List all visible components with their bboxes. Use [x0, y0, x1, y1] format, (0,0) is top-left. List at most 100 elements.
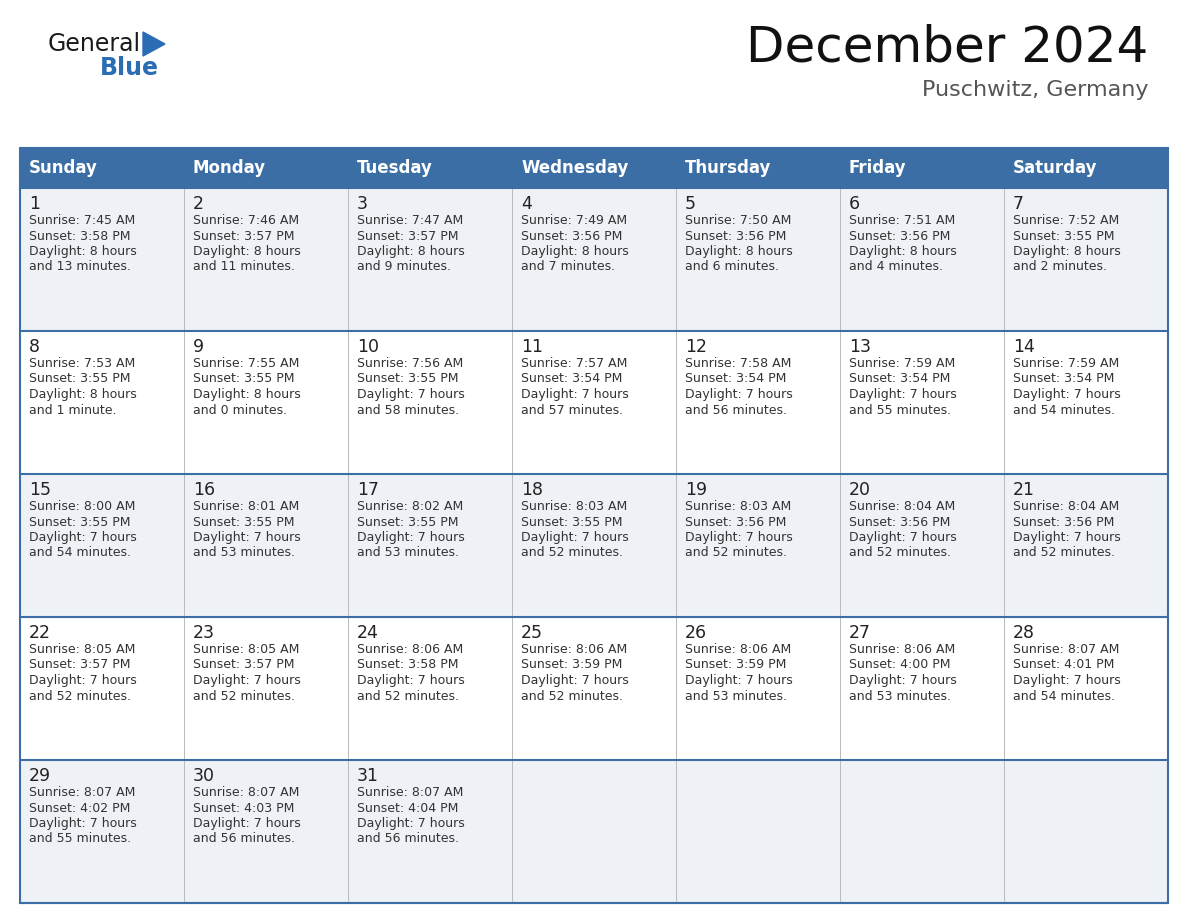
- Text: Daylight: 7 hours: Daylight: 7 hours: [685, 531, 792, 544]
- Text: Blue: Blue: [100, 56, 159, 80]
- Text: Daylight: 8 hours: Daylight: 8 hours: [358, 245, 465, 258]
- Text: and 53 minutes.: and 53 minutes.: [358, 546, 459, 559]
- Text: 29: 29: [29, 767, 51, 785]
- Text: Sunset: 3:55 PM: Sunset: 3:55 PM: [192, 516, 295, 529]
- Text: Sunrise: 7:53 AM: Sunrise: 7:53 AM: [29, 357, 135, 370]
- Text: and 13 minutes.: and 13 minutes.: [29, 261, 131, 274]
- Text: Sunset: 4:03 PM: Sunset: 4:03 PM: [192, 801, 295, 814]
- Text: and 55 minutes.: and 55 minutes.: [29, 833, 131, 845]
- Text: Sunset: 3:54 PM: Sunset: 3:54 PM: [849, 373, 950, 386]
- Text: Sunrise: 8:06 AM: Sunrise: 8:06 AM: [522, 643, 627, 656]
- Text: and 55 minutes.: and 55 minutes.: [849, 404, 952, 417]
- Text: 21: 21: [1013, 481, 1035, 499]
- Text: Sunset: 3:55 PM: Sunset: 3:55 PM: [29, 373, 131, 386]
- Text: and 57 minutes.: and 57 minutes.: [522, 404, 624, 417]
- Text: 19: 19: [685, 481, 707, 499]
- Text: Sunrise: 7:56 AM: Sunrise: 7:56 AM: [358, 357, 463, 370]
- Text: 26: 26: [685, 624, 707, 642]
- Text: and 54 minutes.: and 54 minutes.: [29, 546, 131, 559]
- Text: and 6 minutes.: and 6 minutes.: [685, 261, 779, 274]
- Text: Sunset: 3:55 PM: Sunset: 3:55 PM: [358, 373, 459, 386]
- Text: 15: 15: [29, 481, 51, 499]
- Text: Daylight: 8 hours: Daylight: 8 hours: [1013, 245, 1120, 258]
- Text: Sunset: 3:54 PM: Sunset: 3:54 PM: [1013, 373, 1114, 386]
- Text: Daylight: 7 hours: Daylight: 7 hours: [358, 674, 465, 687]
- Text: Sunset: 4:02 PM: Sunset: 4:02 PM: [29, 801, 131, 814]
- Text: Sunset: 4:00 PM: Sunset: 4:00 PM: [849, 658, 950, 671]
- Text: 12: 12: [685, 338, 707, 356]
- Text: Daylight: 7 hours: Daylight: 7 hours: [192, 674, 301, 687]
- Text: Wednesday: Wednesday: [522, 159, 628, 177]
- Text: Daylight: 8 hours: Daylight: 8 hours: [522, 245, 628, 258]
- Text: Sunrise: 8:04 AM: Sunrise: 8:04 AM: [1013, 500, 1119, 513]
- Text: Sunset: 4:04 PM: Sunset: 4:04 PM: [358, 801, 459, 814]
- Text: and 52 minutes.: and 52 minutes.: [1013, 546, 1116, 559]
- Text: Sunrise: 7:55 AM: Sunrise: 7:55 AM: [192, 357, 299, 370]
- Text: Sunrise: 8:05 AM: Sunrise: 8:05 AM: [29, 643, 135, 656]
- Text: 25: 25: [522, 624, 543, 642]
- Text: Daylight: 7 hours: Daylight: 7 hours: [29, 531, 137, 544]
- Text: Sunset: 3:56 PM: Sunset: 3:56 PM: [849, 516, 950, 529]
- Text: Sunrise: 8:04 AM: Sunrise: 8:04 AM: [849, 500, 955, 513]
- Text: Sunset: 3:59 PM: Sunset: 3:59 PM: [685, 658, 786, 671]
- Text: Daylight: 7 hours: Daylight: 7 hours: [849, 674, 956, 687]
- Text: Sunrise: 8:01 AM: Sunrise: 8:01 AM: [192, 500, 299, 513]
- Text: Sunset: 3:55 PM: Sunset: 3:55 PM: [29, 516, 131, 529]
- Text: 11: 11: [522, 338, 543, 356]
- Text: 16: 16: [192, 481, 215, 499]
- Text: Sunset: 3:54 PM: Sunset: 3:54 PM: [522, 373, 623, 386]
- Text: Daylight: 8 hours: Daylight: 8 hours: [849, 245, 956, 258]
- Bar: [20, 148, 184, 188]
- Text: and 56 minutes.: and 56 minutes.: [685, 404, 786, 417]
- Text: and 52 minutes.: and 52 minutes.: [358, 689, 459, 702]
- Text: Sunset: 3:54 PM: Sunset: 3:54 PM: [685, 373, 786, 386]
- Text: and 54 minutes.: and 54 minutes.: [1013, 689, 1116, 702]
- Text: 1: 1: [29, 195, 40, 213]
- Text: Sunrise: 8:07 AM: Sunrise: 8:07 AM: [29, 786, 135, 799]
- Text: Sunset: 4:01 PM: Sunset: 4:01 PM: [1013, 658, 1114, 671]
- Text: 30: 30: [192, 767, 215, 785]
- Text: and 53 minutes.: and 53 minutes.: [849, 689, 952, 702]
- Bar: [676, 148, 840, 188]
- Text: Sunset: 3:58 PM: Sunset: 3:58 PM: [358, 658, 459, 671]
- Text: Daylight: 7 hours: Daylight: 7 hours: [522, 388, 628, 401]
- Text: and 52 minutes.: and 52 minutes.: [849, 546, 952, 559]
- Text: 6: 6: [849, 195, 860, 213]
- Text: 7: 7: [1013, 195, 1024, 213]
- Bar: [20, 148, 1168, 188]
- Text: 18: 18: [522, 481, 543, 499]
- Text: Sunset: 3:58 PM: Sunset: 3:58 PM: [29, 230, 131, 242]
- Text: Sunset: 3:55 PM: Sunset: 3:55 PM: [358, 516, 459, 529]
- Text: and 54 minutes.: and 54 minutes.: [1013, 404, 1116, 417]
- Bar: [348, 148, 512, 188]
- Text: 4: 4: [522, 195, 532, 213]
- Text: Thursday: Thursday: [685, 159, 771, 177]
- Text: Sunrise: 7:57 AM: Sunrise: 7:57 AM: [522, 357, 627, 370]
- Text: Sunrise: 7:49 AM: Sunrise: 7:49 AM: [522, 214, 627, 227]
- Text: Sunset: 3:55 PM: Sunset: 3:55 PM: [1013, 230, 1114, 242]
- Text: 23: 23: [192, 624, 215, 642]
- Text: Daylight: 7 hours: Daylight: 7 hours: [685, 674, 792, 687]
- Text: Sunrise: 8:07 AM: Sunrise: 8:07 AM: [1013, 643, 1119, 656]
- Text: 28: 28: [1013, 624, 1035, 642]
- Text: and 56 minutes.: and 56 minutes.: [192, 833, 295, 845]
- Text: Daylight: 7 hours: Daylight: 7 hours: [685, 388, 792, 401]
- Text: Sunset: 3:57 PM: Sunset: 3:57 PM: [358, 230, 459, 242]
- Text: Sunrise: 8:05 AM: Sunrise: 8:05 AM: [192, 643, 299, 656]
- Text: Daylight: 7 hours: Daylight: 7 hours: [192, 531, 301, 544]
- Bar: [512, 148, 676, 188]
- Text: and 52 minutes.: and 52 minutes.: [522, 689, 623, 702]
- Text: Sunrise: 8:00 AM: Sunrise: 8:00 AM: [29, 500, 135, 513]
- Text: Daylight: 7 hours: Daylight: 7 hours: [1013, 531, 1120, 544]
- Text: General: General: [48, 32, 141, 56]
- Text: Sunrise: 7:45 AM: Sunrise: 7:45 AM: [29, 214, 135, 227]
- Text: Daylight: 7 hours: Daylight: 7 hours: [29, 674, 137, 687]
- Text: Daylight: 8 hours: Daylight: 8 hours: [29, 388, 137, 401]
- Text: and 52 minutes.: and 52 minutes.: [29, 689, 131, 702]
- Text: Sunset: 3:55 PM: Sunset: 3:55 PM: [522, 516, 623, 529]
- Bar: [20, 474, 1168, 617]
- Text: Sunset: 3:57 PM: Sunset: 3:57 PM: [192, 658, 295, 671]
- Text: Sunrise: 8:07 AM: Sunrise: 8:07 AM: [192, 786, 299, 799]
- Text: Daylight: 8 hours: Daylight: 8 hours: [192, 245, 301, 258]
- Bar: [20, 188, 1168, 331]
